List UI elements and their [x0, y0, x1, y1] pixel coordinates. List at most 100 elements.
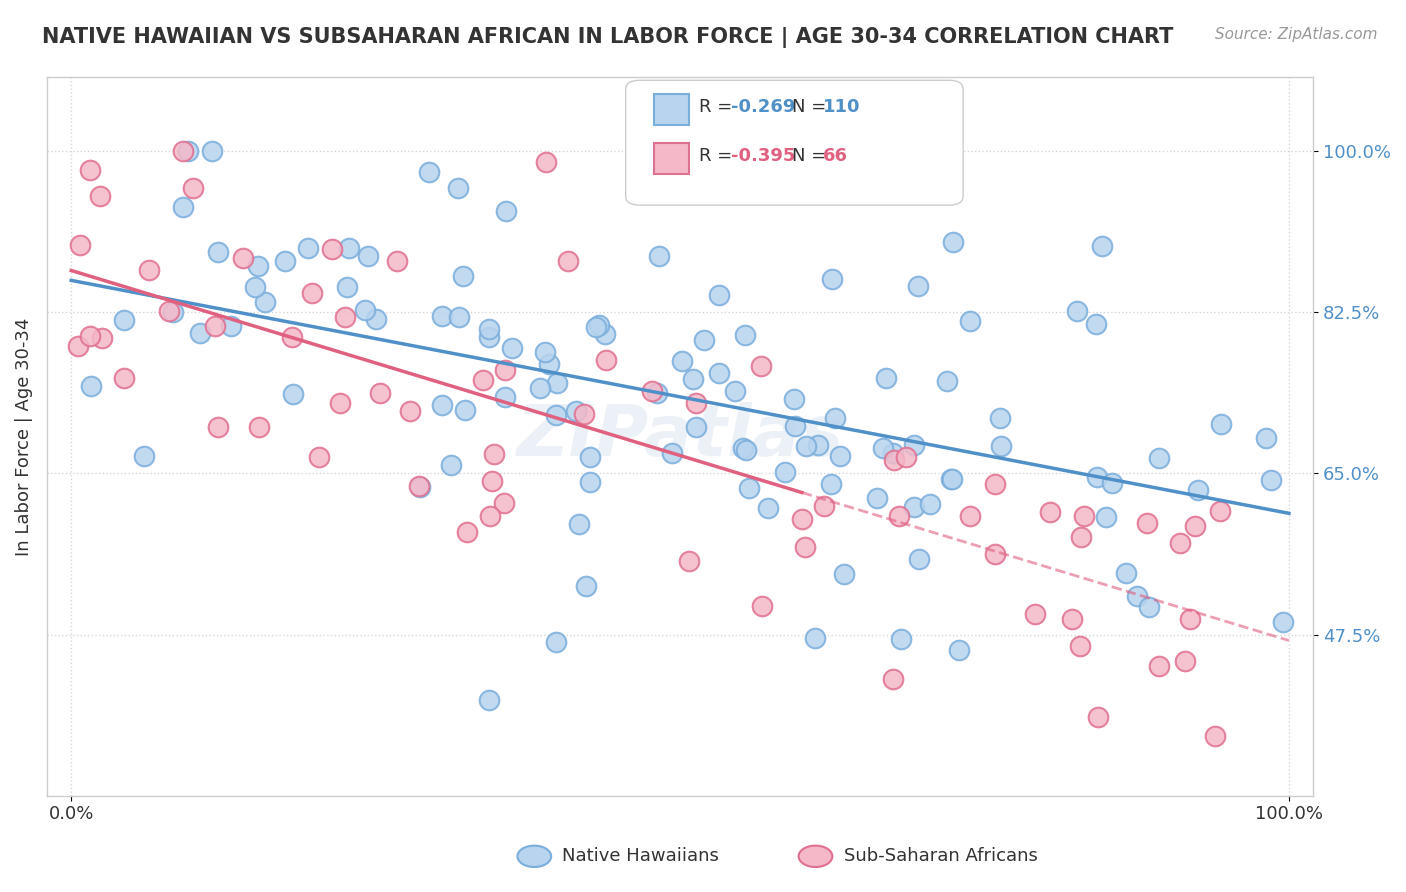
Text: -0.269: -0.269 — [731, 98, 796, 116]
Text: ZIPatlas: ZIPatlas — [516, 402, 844, 471]
Point — [283, 387, 305, 401]
Point — [693, 333, 716, 347]
Point — [478, 693, 501, 707]
Point — [942, 235, 965, 249]
Point — [936, 374, 959, 388]
Point — [177, 144, 200, 158]
Point — [751, 599, 773, 613]
Point — [1272, 615, 1295, 629]
Point — [890, 632, 912, 647]
Point — [453, 402, 475, 417]
Point — [1254, 431, 1277, 445]
Point — [79, 163, 101, 178]
Point — [172, 200, 194, 214]
Point — [735, 442, 758, 457]
Point — [887, 508, 910, 523]
Point — [472, 373, 495, 387]
Point — [1062, 612, 1084, 626]
Point — [440, 458, 463, 473]
Point — [707, 366, 730, 380]
Point — [162, 305, 184, 319]
Point — [494, 363, 516, 377]
Point — [872, 441, 894, 455]
Point — [1073, 508, 1095, 523]
Point — [1066, 304, 1088, 318]
Point — [333, 310, 356, 324]
Text: R =: R = — [699, 98, 738, 116]
Point — [959, 508, 981, 523]
Point — [478, 322, 501, 336]
Point — [89, 188, 111, 202]
Point — [1115, 566, 1137, 580]
Point — [529, 381, 551, 395]
Point — [1091, 239, 1114, 253]
Point — [432, 398, 454, 412]
Point — [274, 254, 297, 268]
Point — [575, 579, 598, 593]
Point — [1070, 530, 1092, 544]
Point — [181, 181, 204, 195]
Point — [749, 359, 772, 373]
Point — [731, 441, 754, 455]
Point — [1069, 640, 1091, 654]
Point — [1174, 654, 1197, 668]
Text: 66: 66 — [823, 147, 848, 165]
Point — [828, 449, 851, 463]
Point — [882, 672, 904, 686]
Point — [821, 272, 844, 286]
Point — [501, 341, 523, 355]
Point — [1085, 317, 1108, 331]
Text: Native Hawaiians: Native Hawaiians — [562, 847, 720, 865]
Point — [546, 634, 568, 648]
Point — [783, 419, 806, 434]
Point — [866, 491, 889, 506]
Point — [813, 499, 835, 513]
Point — [112, 370, 135, 384]
Point — [773, 466, 796, 480]
Point — [572, 407, 595, 421]
Point — [907, 279, 929, 293]
Point — [207, 420, 229, 434]
Point — [883, 453, 905, 467]
Point — [1260, 473, 1282, 487]
Point — [578, 475, 600, 490]
Text: -0.395: -0.395 — [731, 147, 796, 165]
Point — [824, 410, 846, 425]
Point — [903, 438, 925, 452]
Point — [804, 631, 827, 645]
Point — [1085, 470, 1108, 484]
Point — [595, 327, 617, 342]
Point — [418, 165, 440, 179]
Point — [588, 318, 610, 332]
Point — [782, 392, 804, 406]
Point — [385, 254, 408, 268]
Point — [894, 450, 917, 464]
Point — [1101, 476, 1123, 491]
Point — [948, 642, 970, 657]
Point — [557, 253, 579, 268]
Point — [568, 517, 591, 532]
Point — [132, 450, 155, 464]
Point — [595, 352, 617, 367]
Point — [794, 439, 817, 453]
Point — [1136, 516, 1159, 530]
Text: NATIVE HAWAIIAN VS SUBSAHARAN AFRICAN IN LABOR FORCE | AGE 30-34 CORRELATION CHA: NATIVE HAWAIIAN VS SUBSAHARAN AFRICAN IN… — [42, 27, 1174, 48]
Point — [959, 314, 981, 328]
Point — [368, 386, 391, 401]
Point — [648, 249, 671, 263]
Point — [738, 481, 761, 495]
Point — [734, 327, 756, 342]
Point — [353, 302, 375, 317]
Point — [579, 450, 602, 464]
Point — [207, 245, 229, 260]
Point — [544, 408, 567, 422]
Point — [157, 303, 180, 318]
Point — [308, 450, 330, 464]
Point — [792, 512, 814, 526]
Point — [941, 472, 963, 486]
Point — [565, 404, 588, 418]
Text: Sub-Saharan Africans: Sub-Saharan Africans — [844, 847, 1038, 865]
Point — [546, 376, 568, 390]
Point — [794, 540, 817, 554]
Point — [939, 472, 962, 486]
